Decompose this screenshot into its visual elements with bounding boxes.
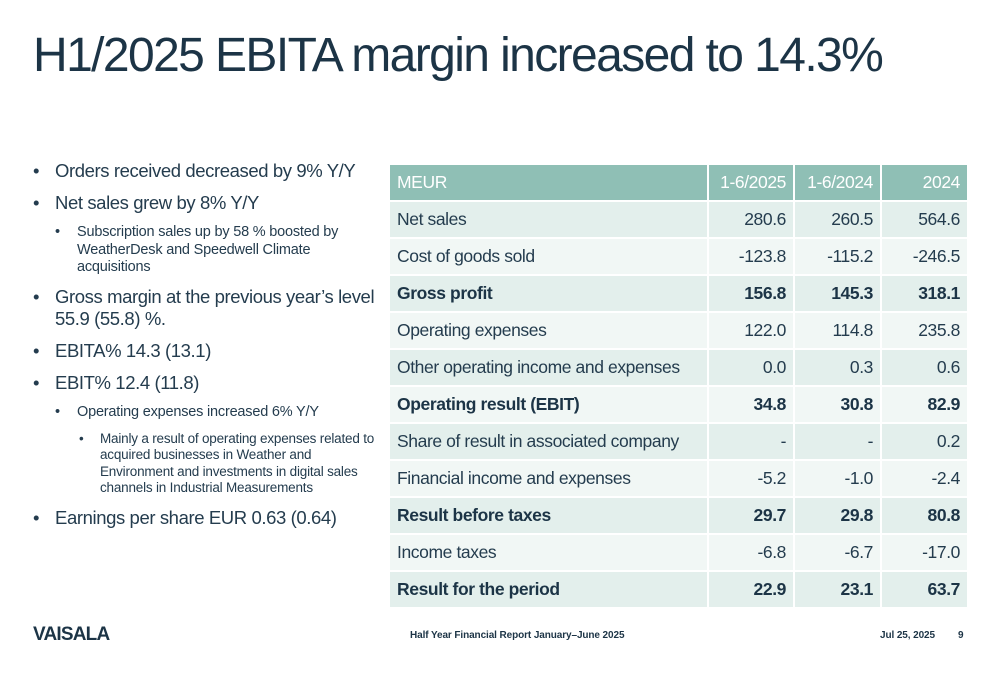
value-2024: 235.8 bbox=[880, 311, 969, 350]
value-h1-2025: -123.8 bbox=[707, 237, 795, 276]
footer-report-title: Half Year Financial Report January–June … bbox=[410, 630, 625, 641]
value-h1-2024: 30.8 bbox=[793, 385, 882, 424]
row-label: Other operating income and expenses bbox=[388, 348, 709, 387]
value-h1-2025: - bbox=[707, 422, 795, 461]
value-2024: 0.2 bbox=[880, 422, 969, 461]
value-h1-2025: 280.6 bbox=[707, 200, 795, 239]
bullet-subscription-sales: Subscription sales up by 58 % boosted by… bbox=[33, 224, 378, 276]
value-h1-2025: 22.9 bbox=[707, 570, 795, 609]
footer-date: Jul 25, 2025 bbox=[880, 630, 935, 641]
value-2024: 564.6 bbox=[880, 200, 969, 239]
table-row: Result before taxes 29.7 29.8 80.8 bbox=[388, 496, 969, 535]
value-2024: -246.5 bbox=[880, 237, 969, 276]
value-h1-2024: -6.7 bbox=[793, 533, 882, 572]
value-2024: -2.4 bbox=[880, 459, 969, 498]
row-label: Result before taxes bbox=[388, 496, 709, 535]
value-2024: 63.7 bbox=[880, 570, 969, 609]
bullet-ebit: EBIT% 12.4 (11.8) bbox=[33, 372, 378, 394]
bullet-opex-detail: Mainly a result of operating expenses re… bbox=[33, 431, 378, 497]
table-row: Operating result (EBIT) 34.8 30.8 82.9 bbox=[388, 385, 969, 424]
value-h1-2024: 0.3 bbox=[793, 348, 882, 387]
table-row: Financial income and expenses -5.2 -1.0 … bbox=[388, 459, 969, 498]
bullet-list: Orders received decreased by 9% Y/Y Net … bbox=[33, 160, 378, 539]
row-label: Operating expenses bbox=[388, 311, 709, 350]
row-label: Financial income and expenses bbox=[388, 459, 709, 498]
row-label: Result for the period bbox=[388, 570, 709, 609]
value-2024: 82.9 bbox=[880, 385, 969, 424]
table-header-row: MEUR 1-6/2025 1-6/2024 2024 bbox=[388, 163, 969, 202]
header-meur: MEUR bbox=[388, 163, 709, 202]
table-row: Share of result in associated company - … bbox=[388, 422, 969, 461]
vaisala-logo: VAISALA bbox=[33, 624, 110, 645]
bullet-net-sales: Net sales grew by 8% Y/Y bbox=[33, 192, 378, 214]
row-label: Share of result in associated company bbox=[388, 422, 709, 461]
bullet-orders: Orders received decreased by 9% Y/Y bbox=[33, 160, 378, 182]
financial-table: MEUR 1-6/2025 1-6/2024 2024 Net sales 28… bbox=[388, 163, 969, 609]
value-h1-2024: 145.3 bbox=[793, 274, 882, 313]
value-h1-2025: 0.0 bbox=[707, 348, 795, 387]
bullet-ebita: EBITA% 14.3 (13.1) bbox=[33, 340, 378, 362]
value-2024: 80.8 bbox=[880, 496, 969, 535]
value-h1-2024: -1.0 bbox=[793, 459, 882, 498]
table-row: Operating expenses 122.0 114.8 235.8 bbox=[388, 311, 969, 350]
row-label: Operating result (EBIT) bbox=[388, 385, 709, 424]
table-row: Other operating income and expenses 0.0 … bbox=[388, 348, 969, 387]
row-label: Gross profit bbox=[388, 274, 709, 313]
row-label: Income taxes bbox=[388, 533, 709, 572]
bullet-eps: Earnings per share EUR 0.63 (0.64) bbox=[33, 507, 378, 529]
value-h1-2025: 29.7 bbox=[707, 496, 795, 535]
bullet-operating-expenses: Operating expenses increased 6% Y/Y bbox=[33, 404, 378, 422]
table-row: Income taxes -6.8 -6.7 -17.0 bbox=[388, 533, 969, 572]
row-label: Cost of goods sold bbox=[388, 237, 709, 276]
table-row: Net sales 280.6 260.5 564.6 bbox=[388, 200, 969, 239]
page-number: 9 bbox=[958, 630, 964, 641]
value-h1-2025: 156.8 bbox=[707, 274, 795, 313]
value-h1-2024: 29.8 bbox=[793, 496, 882, 535]
table-row: Cost of goods sold -123.8 -115.2 -246.5 bbox=[388, 237, 969, 276]
value-2024: 318.1 bbox=[880, 274, 969, 313]
header-2024: 2024 bbox=[880, 163, 969, 202]
value-h1-2024: - bbox=[793, 422, 882, 461]
value-h1-2025: -5.2 bbox=[707, 459, 795, 498]
value-h1-2024: 114.8 bbox=[793, 311, 882, 350]
header-h1-2025: 1-6/2025 bbox=[707, 163, 795, 202]
value-h1-2025: 122.0 bbox=[707, 311, 795, 350]
value-h1-2024: 260.5 bbox=[793, 200, 882, 239]
value-2024: -17.0 bbox=[880, 533, 969, 572]
value-h1-2024: 23.1 bbox=[793, 570, 882, 609]
value-h1-2024: -115.2 bbox=[793, 237, 882, 276]
header-h1-2024: 1-6/2024 bbox=[793, 163, 882, 202]
page-title: H1/2025 EBITA margin increased to 14.3% bbox=[33, 29, 884, 82]
bullet-gross-margin: Gross margin at the previous year’s leve… bbox=[33, 286, 378, 330]
value-h1-2025: -6.8 bbox=[707, 533, 795, 572]
table-row: Gross profit 156.8 145.3 318.1 bbox=[388, 274, 969, 313]
table-row: Result for the period 22.9 23.1 63.7 bbox=[388, 570, 969, 609]
value-h1-2025: 34.8 bbox=[707, 385, 795, 424]
value-2024: 0.6 bbox=[880, 348, 969, 387]
row-label: Net sales bbox=[388, 200, 709, 239]
